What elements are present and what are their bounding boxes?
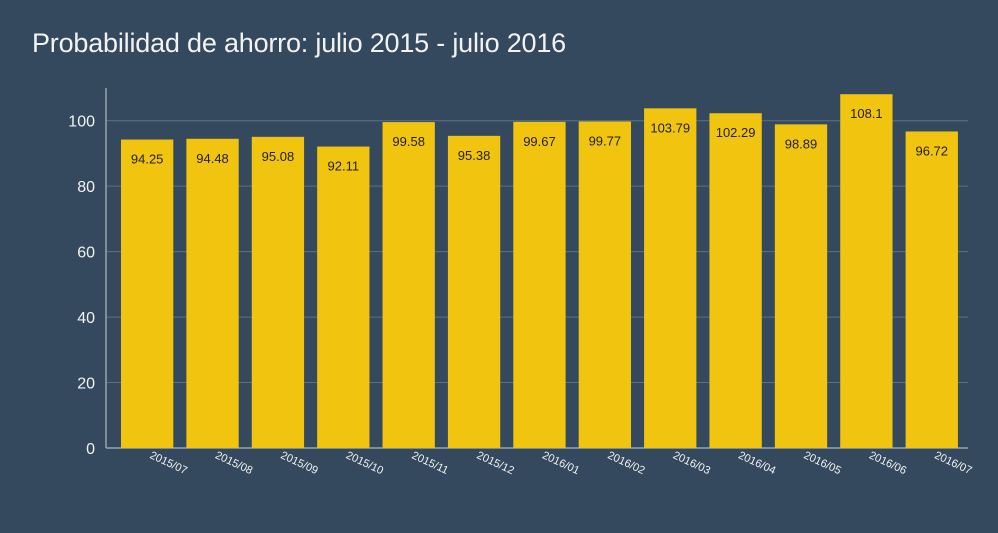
x-tick-label: 2016/02 [606,449,647,477]
data-label: 95.08 [262,149,295,164]
bar [513,121,566,448]
data-label: 99.67 [523,134,556,149]
y-tick-label: 60 [77,245,95,262]
bar [317,146,370,449]
x-tick-label: 2016/03 [671,449,712,477]
data-label: 94.48 [196,151,229,166]
chart-title: Probabilidad de ahorro: julio 2015 - jul… [32,28,566,58]
x-tick-label: 2015/12 [475,449,516,477]
x-tick-label: 2016/01 [540,449,581,477]
data-label: 103.79 [650,120,690,135]
x-tick-label: 2015/09 [279,449,320,477]
bar [251,136,305,448]
bar [578,121,631,448]
data-label: 94.25 [131,152,164,167]
y-tick-label: 0 [86,441,95,458]
data-label: 99.58 [392,134,425,149]
x-tick-label: 2016/05 [802,449,843,477]
data-label: 95.38 [458,148,491,163]
y-tick-label: 80 [77,179,95,196]
y-tick-label: 20 [77,376,95,393]
x-tick-label: 2016/07 [932,449,973,477]
data-label: 102.29 [716,125,756,140]
data-label: 96.72 [915,143,948,158]
bar [121,139,174,448]
y-tick-label: 40 [77,310,95,327]
x-tick-label: 2015/10 [344,449,385,477]
data-label: 99.77 [589,133,622,148]
data-label: 98.89 [785,136,818,151]
x-tick-label: 2015/08 [213,449,254,477]
bar [382,122,435,449]
x-tick-label: 2015/07 [148,449,189,477]
x-tick-label: 2015/11 [410,450,450,477]
x-tick-label: 2016/06 [867,449,908,477]
data-label: 108.1 [850,106,883,121]
data-label: 92.11 [328,159,360,174]
bar [709,113,762,448]
bar [774,124,828,449]
bar [840,94,893,448]
bar [447,135,501,448]
x-tick-label: 2016/04 [736,449,777,477]
y-tick-label: 100 [68,114,95,131]
bar [644,108,697,448]
bar [186,138,239,448]
bar [905,131,958,448]
